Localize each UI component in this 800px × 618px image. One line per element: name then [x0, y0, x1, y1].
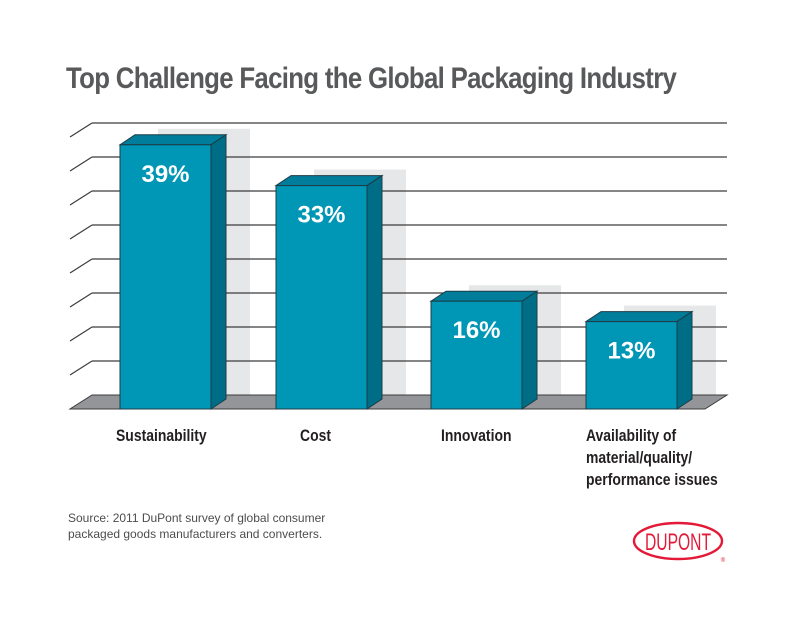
bar	[118, 133, 228, 410]
data-label: 16%	[453, 317, 501, 344]
bar	[274, 174, 384, 410]
gridline-diagonal	[69, 190, 93, 206]
bars	[118, 133, 694, 410]
category-label-line: Innovation	[441, 426, 512, 445]
source-line-2: packaged goods manufacturers and convert…	[68, 527, 323, 541]
gridline-diagonal	[69, 326, 93, 342]
bar-side	[366, 174, 383, 410]
bar	[429, 290, 539, 410]
gridline-diagonal	[69, 258, 93, 274]
category-label-line: performance issues	[586, 470, 718, 489]
bar-side	[521, 290, 538, 410]
category-label: Innovation	[441, 425, 511, 447]
logo-oval	[632, 521, 724, 561]
gridline-diagonal	[69, 224, 93, 240]
source-line-1: Source: 2011 DuPont survey of global con…	[68, 511, 326, 525]
bar-front	[430, 300, 523, 410]
bar-side	[210, 133, 227, 410]
category-label: Cost	[300, 425, 331, 447]
gridline-diagonal	[69, 122, 93, 138]
bar-side	[676, 310, 693, 410]
data-labels: 39% 33% 16% 13%	[142, 161, 656, 365]
dupont-logo: DUPONT ®	[632, 521, 726, 563]
data-label: 33%	[298, 202, 346, 229]
logo-registered: ®	[721, 557, 726, 563]
category-label-line: Sustainability	[116, 426, 207, 445]
chart-title: Top Challenge Facing the Global Packagin…	[66, 62, 677, 95]
category-label-line: Cost	[300, 426, 331, 445]
gridline-diagonal	[69, 156, 93, 172]
data-label: 39%	[142, 161, 190, 188]
bar	[584, 310, 694, 410]
category-label-line: material/quality/	[586, 448, 693, 467]
source-note: Source: 2011 DuPont survey of global con…	[68, 510, 325, 542]
bar-top	[118, 134, 228, 146]
bar-front	[585, 321, 678, 410]
bar-top	[274, 175, 384, 187]
data-label: 13%	[608, 338, 656, 365]
gridline-diagonal	[69, 292, 93, 308]
bar-top	[584, 311, 694, 323]
category-label: Availability of material/quality/performa…	[586, 425, 718, 491]
bar-top	[429, 290, 539, 302]
bar-front	[275, 185, 368, 410]
bar-front	[119, 144, 212, 410]
category-label: Sustainability	[116, 425, 207, 447]
logo-text: DUPONT	[645, 529, 711, 556]
gridline-diagonal	[69, 360, 93, 376]
category-label-line: Availability of	[586, 426, 677, 445]
